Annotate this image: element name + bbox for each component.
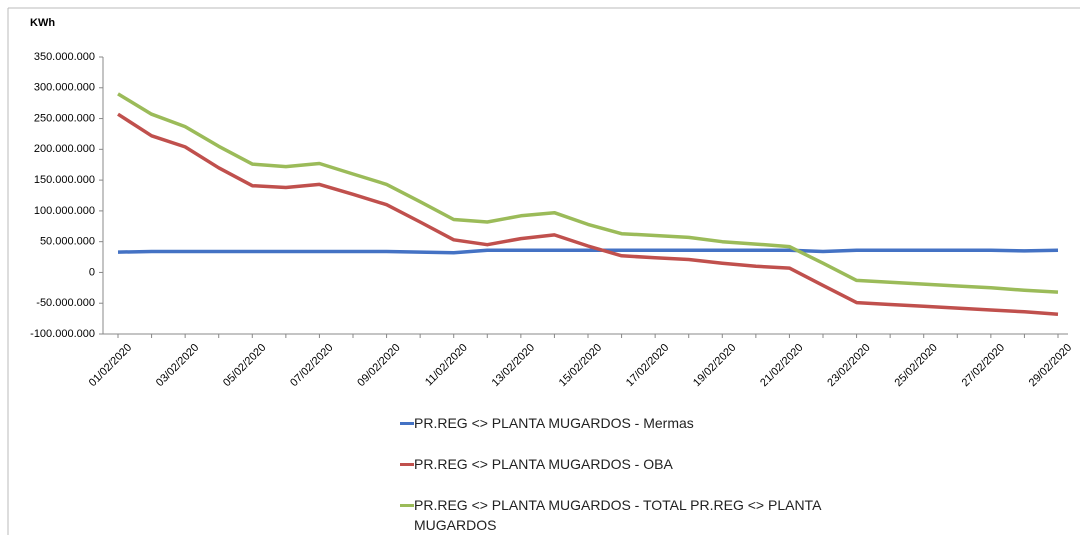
y-tick-label: 100.000.000 <box>34 205 95 217</box>
y-tick-label: 150.000.000 <box>34 174 95 186</box>
legend-label: PR.REG <> PLANTA MUGARDOS - Mermas <box>414 415 694 431</box>
legend-item: PR.REG <> PLANTA MUGARDOS - TOTAL PR.REG… <box>400 495 880 535</box>
series-line <box>117 112 1059 317</box>
legend-swatch <box>400 463 414 466</box>
legend-swatch <box>400 504 414 507</box>
x-tick-label: 01/02/2020 <box>87 342 134 389</box>
legend-label: PR.REG <> PLANTA MUGARDOS - OBA <box>414 456 673 472</box>
legend-swatch <box>400 422 414 425</box>
y-tick-label: 0 <box>89 266 95 278</box>
x-tick-label: 23/02/2020 <box>825 342 872 389</box>
x-tick-label: 17/02/2020 <box>624 342 671 389</box>
y-tick-label: 50.000.000 <box>40 236 95 248</box>
legend-label: PR.REG <> PLANTA MUGARDOS - TOTAL PR.REG… <box>414 497 821 533</box>
x-tick-label: 29/02/2020 <box>1027 342 1074 389</box>
x-tick-label: 21/02/2020 <box>758 342 805 389</box>
x-tick-label: 13/02/2020 <box>490 342 537 389</box>
y-tick-label: 250.000.000 <box>34 112 95 124</box>
y-tick-label: 200.000.000 <box>34 143 95 155</box>
x-tick-label: 25/02/2020 <box>892 342 939 389</box>
x-tick-label: 11/02/2020 <box>423 342 470 389</box>
x-tick-label: 09/02/2020 <box>355 342 402 389</box>
y-axis-label: KWh <box>30 17 55 29</box>
x-tick-label: 15/02/2020 <box>557 342 604 389</box>
y-tick-label: -100.000.000 <box>30 328 95 340</box>
series-line <box>117 248 1059 255</box>
y-tick-label: -50.000.000 <box>36 297 95 309</box>
y-tick-label: 350.000.000 <box>34 51 95 63</box>
x-tick-label: 03/02/2020 <box>154 342 201 389</box>
x-tick-label: 27/02/2020 <box>960 342 1007 389</box>
legend-item: PR.REG <> PLANTA MUGARDOS - OBA <box>400 454 880 474</box>
y-tick-label: 300.000.000 <box>34 82 95 94</box>
x-tick-label: 19/02/2020 <box>691 342 738 389</box>
x-tick-label: 05/02/2020 <box>221 342 268 389</box>
legend-item: PR.REG <> PLANTA MUGARDOS - Mermas <box>400 413 880 433</box>
series-line <box>117 92 1059 294</box>
legend: PR.REG <> PLANTA MUGARDOS - Mermas PR.REG… <box>400 413 880 535</box>
x-tick-label: 07/02/2020 <box>288 342 335 389</box>
